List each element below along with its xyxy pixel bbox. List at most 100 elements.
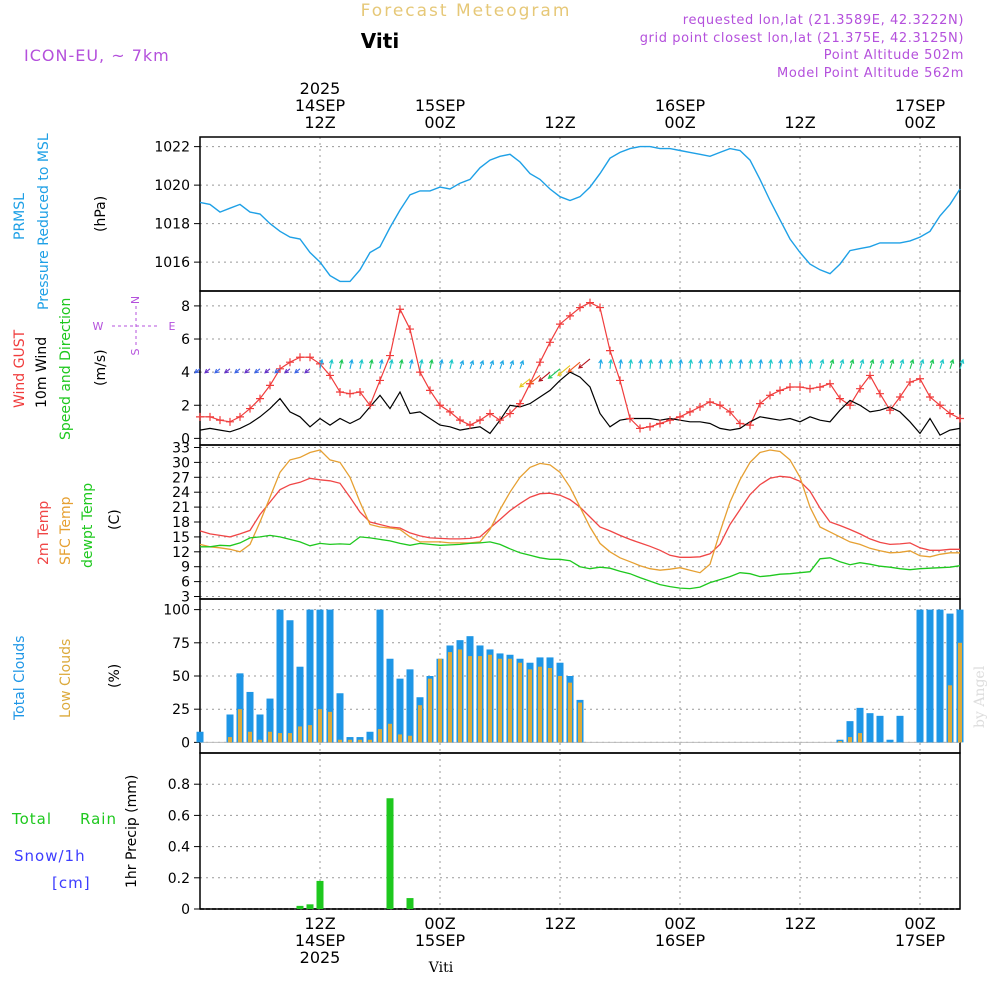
requested-coords: requested lon,lat (21.3589E, 42.3222N)	[683, 13, 964, 28]
wind-direction-arrow	[528, 375, 541, 385]
time-label: 00Z	[424, 113, 455, 132]
total-cloud-bar	[386, 658, 394, 743]
gust-marker	[216, 416, 224, 425]
gust-marker	[466, 421, 474, 430]
gust-marker	[856, 384, 864, 393]
gust-marker	[256, 394, 264, 403]
time-label: 17SEP	[895, 96, 946, 115]
wind-direction-arrow	[244, 368, 251, 374]
time-label: 00Z	[664, 914, 695, 933]
total-cloud-bar	[896, 715, 904, 743]
wind-direction-arrow	[438, 358, 444, 369]
wind-direction-arrow	[819, 358, 825, 370]
gust-marker	[506, 409, 514, 418]
low-cloud-bar	[548, 668, 552, 743]
gust-marker	[956, 414, 964, 423]
panel-frame	[199, 136, 961, 292]
wind-dir-label: Speed and Direction	[58, 298, 74, 440]
wind-direction-arrow	[318, 358, 324, 369]
gust-marker	[786, 383, 794, 392]
wind-direction-arrow	[538, 371, 551, 382]
model-altitude: Model Point Altitude 562m	[777, 66, 964, 81]
low-cloud-bar	[478, 656, 482, 743]
gust-marker	[486, 409, 494, 418]
low-cloud-bar	[558, 676, 562, 743]
gust-marker	[916, 374, 924, 383]
wind-direction-arrow	[919, 358, 925, 370]
y-tick-label: 0.6	[168, 808, 190, 824]
total-cloud-bar	[316, 609, 324, 743]
low-cloud-bar	[958, 642, 962, 743]
total-cloud-bar	[396, 678, 404, 743]
meteogram-title: Forecast Meteogram	[361, 1, 572, 21]
snow-unit-label: [cm]	[52, 874, 91, 892]
gust-marker	[796, 383, 804, 392]
wind-direction-arrow	[469, 359, 475, 370]
gust-marker	[286, 358, 294, 367]
watermark: by Angel	[972, 665, 988, 728]
wind-direction-arrow	[328, 358, 334, 369]
wind-direction-arrow	[479, 359, 485, 370]
dewpt-label: dewpt Temp	[80, 483, 96, 568]
gust-marker	[776, 386, 784, 395]
gust-marker	[716, 401, 724, 410]
gust-marker	[236, 412, 244, 421]
gust-marker	[456, 416, 464, 425]
model-label: ICON-EU, ~ 7km	[24, 46, 170, 65]
footer-station: Viti	[428, 960, 454, 976]
time-label: 14SEP	[295, 931, 346, 950]
total-cloud-bar	[286, 620, 294, 743]
wind-direction-arrow	[598, 358, 604, 369]
station-name: Viti	[361, 29, 399, 53]
y-tick-label: 1020	[154, 178, 190, 194]
wind-direction-arrow	[459, 359, 465, 370]
low-cloud-bar	[848, 737, 852, 743]
gust-marker	[686, 407, 694, 416]
wind-direction-arrow	[489, 359, 495, 370]
wind-direction-arrow	[578, 358, 591, 369]
low-cloud-bar	[518, 662, 522, 743]
gust-marker	[746, 421, 754, 430]
y-tick-label: 6	[181, 575, 190, 591]
t2m-label: 2m Temp	[36, 501, 52, 565]
wind-direction-arrow	[798, 358, 804, 369]
compass-n: N	[129, 296, 142, 304]
total-cloud-bar	[376, 609, 384, 743]
wind-direction-arrow	[788, 358, 794, 369]
total-cloud-bar	[256, 714, 264, 743]
time-label: 15SEP	[415, 931, 466, 950]
compass-rose: N S W E	[93, 296, 176, 356]
low-cloud-bar	[378, 729, 382, 743]
wind-direction-arrow	[869, 358, 875, 370]
gust-marker	[936, 401, 944, 410]
wind-direction-arrow	[408, 358, 414, 369]
time-label: 12Z	[784, 113, 815, 132]
y-tick-label: 100	[163, 603, 190, 619]
wind-direction-arrow	[224, 368, 231, 374]
wind-direction-arrow	[939, 358, 945, 370]
gust-marker	[616, 376, 624, 385]
y-tick-label: 0	[181, 735, 190, 751]
low-cloud-bar	[368, 739, 372, 743]
rain-bar	[386, 798, 394, 909]
compass-w: W	[93, 320, 104, 333]
low-cloud-bar	[238, 709, 242, 743]
low-cloud-bar	[388, 723, 392, 743]
time-label: 00Z	[424, 914, 455, 933]
total-cloud-bar	[866, 713, 874, 743]
wind-direction-arrow	[829, 358, 835, 370]
low-cloud-bar	[268, 731, 272, 743]
time-label: 2025	[300, 948, 341, 967]
gust-marker	[596, 303, 604, 312]
dewpt-line	[200, 534, 961, 590]
low-cloud-bar	[458, 649, 462, 743]
gust-marker	[626, 414, 634, 423]
gust-marker	[696, 402, 704, 411]
gust-marker	[766, 391, 774, 400]
y-tick-label: 33	[172, 440, 190, 456]
wind-direction-arrow	[388, 358, 394, 369]
gust-marker	[536, 358, 544, 367]
low-clouds-label: Low Clouds	[58, 639, 74, 718]
